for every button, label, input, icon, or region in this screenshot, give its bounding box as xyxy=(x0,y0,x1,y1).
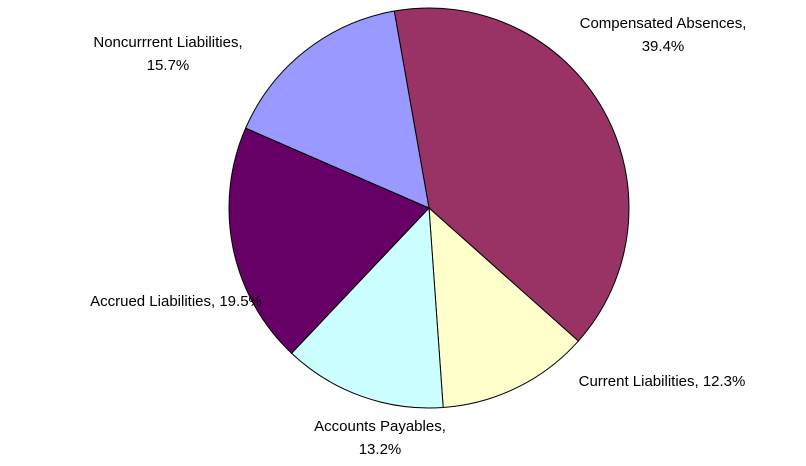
slice-label-accrued-liabilities: Accrued Liabilities, 19.5% xyxy=(90,293,262,310)
pie-slice-compensated-absences xyxy=(393,7,630,342)
slice-label-compensated-absences: Compensated Absences, 39.4% xyxy=(580,15,747,55)
slice-label-line: 13.2% xyxy=(359,441,402,458)
slice-label-line: Accrued Liabilities, 19.5% xyxy=(90,293,262,310)
pie-labels: Compensated Absences, 39.4% Current Liabil… xyxy=(90,15,746,458)
pie-slices xyxy=(228,7,630,409)
pie-slice-noncurrrent-liabilities xyxy=(244,10,430,209)
slice-label-current-liabilities: Current Liabilities, 12.3% xyxy=(579,373,746,390)
slice-label-accounts-payables: Accounts Payables, 13.2% xyxy=(314,418,446,458)
slice-label-line: Current Liabilities, 12.3% xyxy=(579,373,746,390)
pie-slice-accounts-payables xyxy=(290,206,444,409)
slice-label-line: Compensated Absences, xyxy=(580,15,747,32)
slice-label-line: Accounts Payables, xyxy=(314,418,446,435)
slice-label-line: 15.7% xyxy=(147,57,190,74)
pie-slice-current-liabilities xyxy=(428,206,580,409)
pie-slice-accrued-liabilities xyxy=(228,127,430,355)
slice-label-noncurrrent-liabilities: Noncurrrent Liabilities, 15.7% xyxy=(93,34,242,74)
slice-label-line: 39.4% xyxy=(642,38,685,55)
slice-label-line: Noncurrrent Liabilities, xyxy=(93,34,242,51)
